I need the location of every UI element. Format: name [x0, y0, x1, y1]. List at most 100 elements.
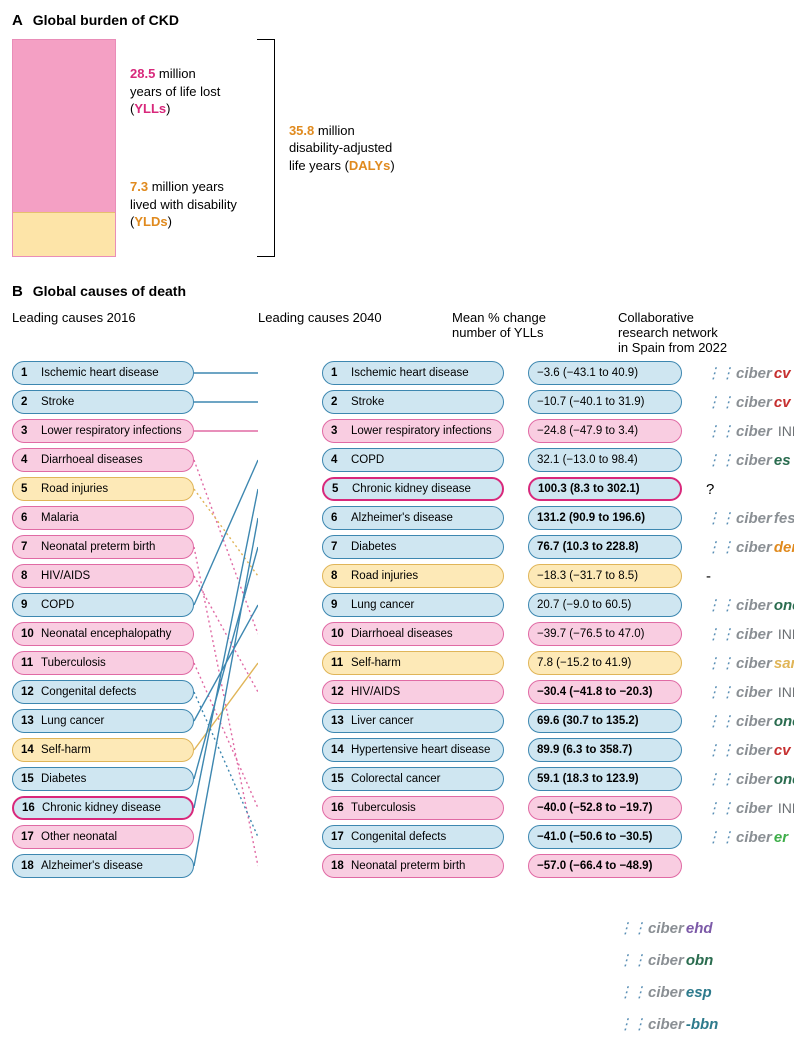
rank-number: 16: [22, 802, 36, 814]
cause-pill: 18Neonatal preterm birth: [322, 854, 504, 878]
cause-label: Chronic kidney disease: [42, 802, 161, 814]
mean-change-pill: 7.8 (−15.2 to 41.9): [528, 651, 682, 675]
network-logo: ⋮⋮ciberINFEC: [706, 796, 794, 820]
stacked-bar: [12, 39, 116, 257]
network-logo: ⋮⋮ciberesp: [618, 980, 782, 1004]
header-2040: Leading causes 2040: [258, 310, 440, 355]
panel-b-title-text: Global causes of death: [33, 283, 186, 299]
network-logo: ⋮⋮ciberINFEC: [706, 419, 794, 443]
cause-label: Neonatal preterm birth: [41, 541, 155, 553]
cause-pill: 11 Tuberculosis: [12, 651, 194, 675]
cause-pill: 16Tuberculosis: [322, 796, 504, 820]
rank-number: 6: [21, 512, 35, 524]
cause-label: Stroke: [41, 396, 74, 408]
cause-pill: 9COPD: [12, 593, 194, 617]
mean-change-pill: −39.7 (−76.5 to 47.0): [528, 622, 682, 646]
rank-number: 6: [331, 512, 345, 524]
network-logo: ⋮⋮ciberINFEC: [706, 680, 794, 704]
cause-pill: 5Road injuries: [12, 477, 194, 501]
network-logo: ⋮⋮cibersam: [706, 651, 794, 675]
cause-label: COPD: [351, 454, 384, 466]
cause-label: Malaria: [41, 512, 79, 524]
cause-label: Stroke: [351, 396, 384, 408]
panel-a: A Global burden of CKD 28.5 million year…: [12, 12, 782, 257]
cause-pill: 10Diarrhoeal diseases: [322, 622, 504, 646]
cause-pill: 15Colorectal cancer: [322, 767, 504, 791]
lists-container: 1Ischemic heart disease2Stroke3Lower res…: [12, 361, 782, 878]
network-logo: ⋮⋮ciber-bbn: [618, 1012, 782, 1036]
rank-number: 15: [21, 773, 35, 785]
list-2016: 1Ischemic heart disease2Stroke3Lower res…: [12, 361, 194, 878]
cause-pill: 12HIV/AIDS: [322, 680, 504, 704]
cause-pill: 13Liver cancer: [322, 709, 504, 733]
mean-change-pill: −30.4 (−41.8 to −20.3): [528, 680, 682, 704]
mean-change-pill: −40.0 (−52.8 to −19.7): [528, 796, 682, 820]
rank-number: 10: [21, 628, 35, 640]
network-logo: ⋮⋮ciberes: [706, 448, 794, 472]
cause-pill: 6 Alzheimer's disease: [322, 506, 504, 530]
network-logo: ⋮⋮ciberehd: [618, 916, 782, 940]
mean-change-pill: −24.8 (−47.9 to 3.4): [528, 419, 682, 443]
cause-label: Ischemic heart disease: [41, 367, 159, 379]
network-logo: [706, 854, 794, 878]
cause-label: Neonatal encephalopathy: [41, 628, 171, 640]
cause-label: HIV/AIDS: [41, 570, 90, 582]
header-mean: Mean % changenumber of YLLs: [452, 310, 606, 355]
cause-label: COPD: [41, 599, 74, 611]
bracket-icon: [257, 39, 275, 257]
mean-change-pill: −3.6 (−43.1 to 40.9): [528, 361, 682, 385]
rank-number: 13: [331, 715, 345, 727]
network-logo: ?: [706, 477, 794, 501]
header-2016: Leading causes 2016: [12, 310, 194, 355]
rank-number: 16: [331, 802, 345, 814]
extra-networks: ⋮⋮ciberehd⋮⋮ciberobn⋮⋮ciberesp⋮⋮ciber-bb…: [618, 916, 782, 1036]
network-logo: ⋮⋮ciberonc: [706, 709, 794, 733]
cause-pill: 4COPD: [322, 448, 504, 472]
panel-a-title-text: Global burden of CKD: [33, 12, 179, 28]
panel-b-content: Leading causes 2016 Leading causes 2040 …: [12, 310, 782, 878]
cause-label: Diabetes: [41, 773, 86, 785]
rank-number: 1: [21, 367, 35, 379]
cause-label: Road injuries: [351, 570, 418, 582]
panel-a-letter: A: [12, 12, 23, 29]
ylls-label: 28.5 million years of life lost (YLLs): [130, 65, 237, 118]
cause-label: Lung cancer: [351, 599, 414, 611]
mean-change-pill: 131.2 (90.9 to 196.6): [528, 506, 682, 530]
rank-number: 8: [331, 570, 345, 582]
rank-number: 9: [331, 599, 345, 611]
cause-pill: 11Self-harm: [322, 651, 504, 675]
mean-change-pill: −41.0 (−50.6 to −30.5): [528, 825, 682, 849]
cause-pill: 16 Chronic kidney disease: [12, 796, 194, 820]
network-logo: ⋮⋮cibercv: [706, 361, 794, 385]
rank-number: 4: [21, 454, 35, 466]
ylls-value: 28.5: [130, 66, 155, 81]
header-network: Collaborativeresearch networkin Spain fr…: [618, 310, 778, 355]
network-logo: ⋮⋮ciberonc: [706, 593, 794, 617]
daly-label: 35.8 million disability-adjusted life ye…: [289, 39, 395, 257]
cause-pill: 7Neonatal preterm birth: [12, 535, 194, 559]
mean-change-pill: 59.1 (18.3 to 123.9): [528, 767, 682, 791]
cause-label: Alzheimer's disease: [351, 512, 453, 524]
rank-number: 11: [21, 657, 35, 669]
mean-change-pill: 32.1 (−13.0 to 98.4): [528, 448, 682, 472]
cause-pill: 6 Malaria: [12, 506, 194, 530]
column-headers: Leading causes 2016 Leading causes 2040 …: [12, 310, 782, 355]
cause-label: Ischemic heart disease: [351, 367, 469, 379]
rank-number: 3: [331, 425, 345, 437]
cause-label: Self-harm: [351, 657, 401, 669]
panel-a-title: A Global burden of CKD: [12, 12, 782, 29]
cause-pill: 13Lung cancer: [12, 709, 194, 733]
mean-change-pill: 100.3 (8.3 to 302.1): [528, 477, 682, 501]
cause-label: Neonatal preterm birth: [351, 860, 465, 872]
bar-segment-ylds: [13, 212, 115, 256]
mean-change-pill: −57.0 (−66.4 to −48.9): [528, 854, 682, 878]
bar-segment-ylls: [13, 40, 115, 212]
cause-label: Congenital defects: [41, 686, 136, 698]
cause-pill: 15 Diabetes: [12, 767, 194, 791]
cause-pill: 10 Neonatal encephalopathy: [12, 622, 194, 646]
network-logo: -: [706, 564, 794, 588]
cause-pill: 2Stroke: [12, 390, 194, 414]
cause-label: Tuberculosis: [41, 657, 106, 669]
cause-label: Diarrhoeal diseases: [351, 628, 453, 640]
cause-label: Alzheimer's disease: [41, 860, 143, 872]
